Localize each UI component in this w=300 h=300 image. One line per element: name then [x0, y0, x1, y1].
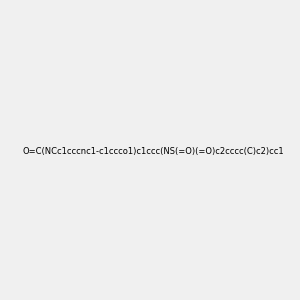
Text: O=C(NCc1cccnc1-c1ccco1)c1ccc(NS(=O)(=O)c2cccc(C)c2)cc1: O=C(NCc1cccnc1-c1ccco1)c1ccc(NS(=O)(=O)c… [23, 147, 285, 156]
